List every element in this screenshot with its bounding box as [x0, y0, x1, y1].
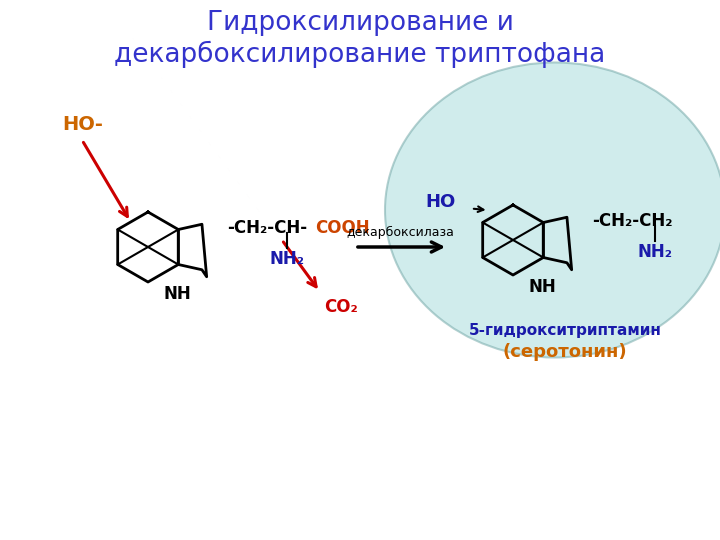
Text: 5-гидрокситриптамин: 5-гидрокситриптамин — [469, 322, 662, 338]
Ellipse shape — [385, 63, 720, 357]
Text: CO₂: CO₂ — [324, 298, 358, 316]
Text: НО: НО — [426, 193, 456, 211]
Text: -CH₂-CH₂: -CH₂-CH₂ — [592, 212, 672, 230]
Text: NH: NH — [529, 278, 557, 296]
Text: декарбоксилаза: декарбоксилаза — [346, 226, 454, 239]
Text: (серотонин): (серотонин) — [503, 343, 627, 361]
Text: НО-: НО- — [62, 116, 103, 134]
Text: NH₂: NH₂ — [269, 249, 305, 268]
Text: COOH: COOH — [315, 219, 369, 237]
Text: NH: NH — [164, 285, 192, 303]
Text: Гидроксилирование и
декарбоксилирование триптофана: Гидроксилирование и декарбоксилирование … — [114, 10, 606, 68]
Text: -CH₂-CH-: -CH₂-CH- — [227, 219, 307, 237]
Text: NH₂: NH₂ — [637, 243, 672, 261]
